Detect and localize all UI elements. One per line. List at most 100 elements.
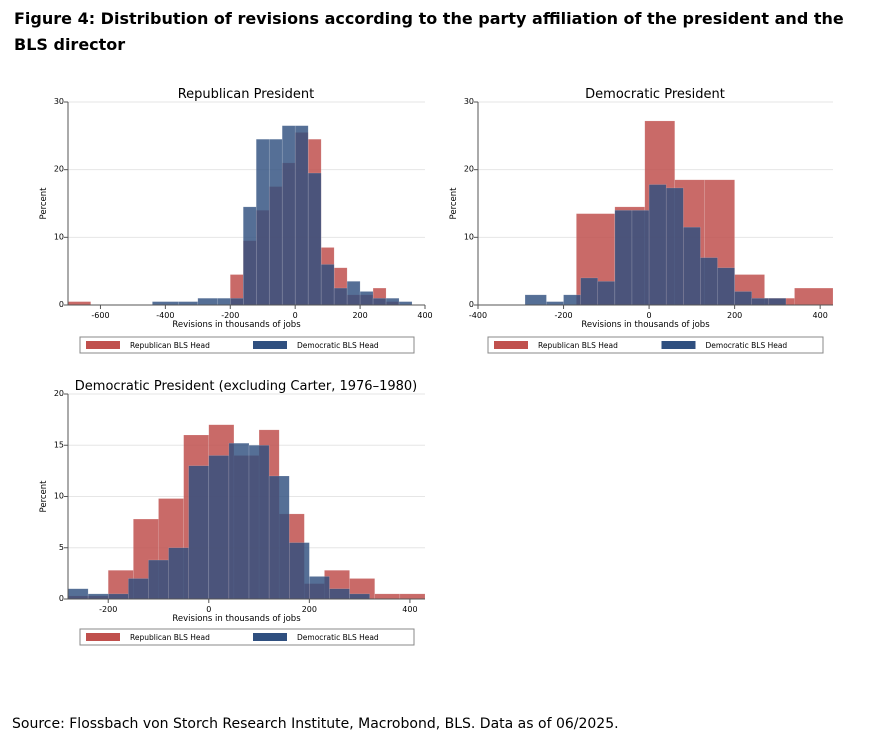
chart-1-x-tick-label-2: 0 — [647, 311, 652, 320]
chart-1-democratic-bar-7 — [648, 184, 667, 306]
chart-2-democratic-bar-10 — [268, 475, 290, 600]
chart-1-democratic-bar-2 — [563, 294, 581, 306]
chart-2-legend-box — [79, 628, 415, 646]
chart-0-democratic-bar-8 — [281, 125, 296, 306]
chart-2-x-tick-label-2: 200 — [302, 605, 317, 614]
chart-0-y-tick-label-2: 20 — [54, 165, 64, 174]
chart-0-democratic-bar-17 — [398, 301, 413, 306]
chart-2-republican-bar-13 — [374, 593, 401, 600]
chart-2-x-tick-label-0: -200 — [99, 605, 117, 614]
chart-2-democratic-bar-1 — [87, 593, 109, 600]
chart-0-x-tick-label-5: 400 — [417, 311, 432, 320]
source-note: Source: Flossbach von Storch Research In… — [12, 716, 619, 732]
figure-title: Figure 4: Distribution of revisions acco… — [14, 9, 844, 54]
chart-2-title: Democratic President (excluding Carter, … — [75, 379, 417, 394]
chart-2-x-tick-label-1: 0 — [206, 605, 211, 614]
chart-0-y-tick-label-3: 30 — [54, 97, 64, 106]
chart-0-x-tick-label-0: -600 — [91, 311, 109, 320]
chart-0-y-axis-label: Percent — [39, 187, 49, 220]
chart-1-y-tick-label-0: 0 — [469, 300, 474, 309]
chart-1-x-tick-label-1: -200 — [554, 311, 572, 320]
chart-0-legend-label-1: Democratic BLS Head — [297, 341, 379, 350]
chart-0-x-tick-label-2: -200 — [221, 311, 239, 320]
chart-1-democratic-bar-13 — [751, 297, 770, 306]
chart-1-y-tick-label-1: 10 — [464, 232, 474, 241]
chart-0-democratic-bar-7 — [268, 138, 283, 306]
chart-2-democratic-bar-6 — [188, 465, 210, 600]
chart-0-x-axis-label: Revisions in thousands of jobs — [172, 320, 301, 330]
chart-1-democratic-bar-14 — [768, 297, 787, 306]
chart-0-legend-swatch-0 — [86, 341, 120, 349]
chart-1-x-tick-label-0: -400 — [469, 311, 487, 320]
chart-1-y-tick-label-2: 20 — [464, 165, 474, 174]
chart-1-democratic-bar-1 — [546, 301, 564, 306]
chart-2-legend-swatch-0 — [86, 633, 120, 641]
chart-0-legend-swatch-1 — [253, 341, 287, 349]
chart-1-legend-label-0: Republican BLS Head — [538, 341, 618, 350]
chart-0-democratic-bar-3 — [217, 297, 231, 306]
chart-1-y-tick-label-3: 30 — [464, 97, 474, 106]
chart-2-legend-label-0: Republican BLS Head — [130, 633, 210, 642]
chart-2-democratic-bar-14 — [349, 593, 370, 600]
chart-2-democratic-bar-7 — [208, 455, 230, 600]
chart-0-democratic-bar-5 — [243, 206, 257, 306]
chart-0-x-tick-label-3: 0 — [293, 311, 298, 320]
chart-2-y-tick-label-0: 0 — [59, 594, 64, 603]
chart-1-democratic-bar-10 — [700, 257, 718, 306]
chart-1-democratic-bar-6 — [631, 210, 650, 306]
chart-0-democratic-bar-4 — [230, 297, 244, 306]
chart-1-democratic-bar-11 — [717, 267, 735, 306]
chart-0-y-tick-label-1: 10 — [54, 232, 64, 241]
chart-2-democratic-bar-3 — [128, 578, 149, 600]
chart-1-democratic-bar-5 — [614, 210, 633, 306]
chart-0-democratic-bar-2 — [197, 297, 218, 306]
chart-2-republican-bar-14 — [399, 593, 426, 600]
chart-0-x-tick-label-1: -400 — [156, 311, 174, 320]
chart-0-democratic-bar-14 — [359, 291, 374, 306]
chart-2-democratic-bar-12 — [309, 576, 330, 600]
chart-1-democratic-bar-9 — [683, 226, 701, 306]
chart-2-x-tick-label-3: 400 — [402, 605, 417, 614]
chart-1-legend-swatch-0 — [494, 341, 528, 349]
chart-0-democratic-bar-11 — [320, 264, 335, 306]
chart-0-y-tick-label-0: 0 — [59, 300, 64, 309]
chart-0-democratic-bar-6 — [255, 138, 270, 306]
chart-republican-president: 0 10 20 30 -600 -400 -200 0 200 400 Revisions in t… — [39, 87, 433, 354]
chart-0-legend-box — [79, 336, 415, 354]
chart-2-democratic-bar-11 — [288, 542, 310, 600]
chart-1-legend-box — [487, 336, 824, 354]
chart-democratic-president-excl-carter: 0 5 10 15 20 -200 0 200 400 Revisions in thousand… — [39, 379, 426, 646]
chart-0-democratic-bar-1 — [178, 301, 199, 306]
chart-0-democratic-bar-13 — [346, 281, 361, 306]
chart-2-legend-label-1: Democratic BLS Head — [297, 633, 379, 642]
chart-2-y-tick-label-3: 15 — [54, 440, 64, 449]
chart-2-democratic-bar-2 — [107, 593, 129, 600]
chart-0-legend-label-0: Republican BLS Head — [130, 341, 210, 350]
chart-0-title: Republican President — [178, 87, 315, 102]
chart-2-democratic-bar-4 — [148, 559, 169, 600]
chart-0-democratic-bar-16 — [385, 297, 400, 306]
chart-1-x-tick-label-3: 200 — [727, 311, 742, 320]
chart-2-y-tick-label-4: 20 — [54, 389, 64, 398]
chart-2-democratic-bar-13 — [329, 588, 350, 600]
chart-1-democratic-bar-8 — [665, 187, 684, 306]
chart-democratic-president: 0 10 20 30 -400 -200 0 200 400 Revisions in thous… — [449, 87, 834, 354]
chart-0-democratic-bar-12 — [333, 287, 348, 306]
chart-0-republican-bar-0 — [67, 301, 91, 306]
chart-2-y-tick-label-1: 5 — [59, 543, 64, 552]
chart-2-y-tick-label-2: 10 — [54, 492, 64, 501]
chart-2-democratic-bar-9 — [248, 445, 270, 600]
chart-0-democratic-bar-10 — [307, 172, 322, 306]
chart-1-democratic-bar-12 — [734, 291, 752, 306]
chart-0-x-tick-label-4: 200 — [352, 311, 367, 320]
chart-1-y-axis-label: Percent — [449, 187, 459, 220]
chart-2-democratic-bar-0 — [67, 588, 89, 600]
chart-2-y-axis-label: Percent — [39, 480, 49, 513]
chart-0-democratic-bar-15 — [372, 297, 387, 306]
chart-1-republican-bar-7 — [794, 287, 834, 306]
chart-0-democratic-bar-0 — [152, 301, 179, 306]
chart-1-democratic-bar-3 — [580, 277, 599, 306]
chart-2-x-axis-label: Revisions in thousands of jobs — [172, 614, 301, 624]
chart-2-democratic-bar-8 — [228, 442, 250, 600]
chart-2-democratic-bar-5 — [168, 547, 189, 600]
